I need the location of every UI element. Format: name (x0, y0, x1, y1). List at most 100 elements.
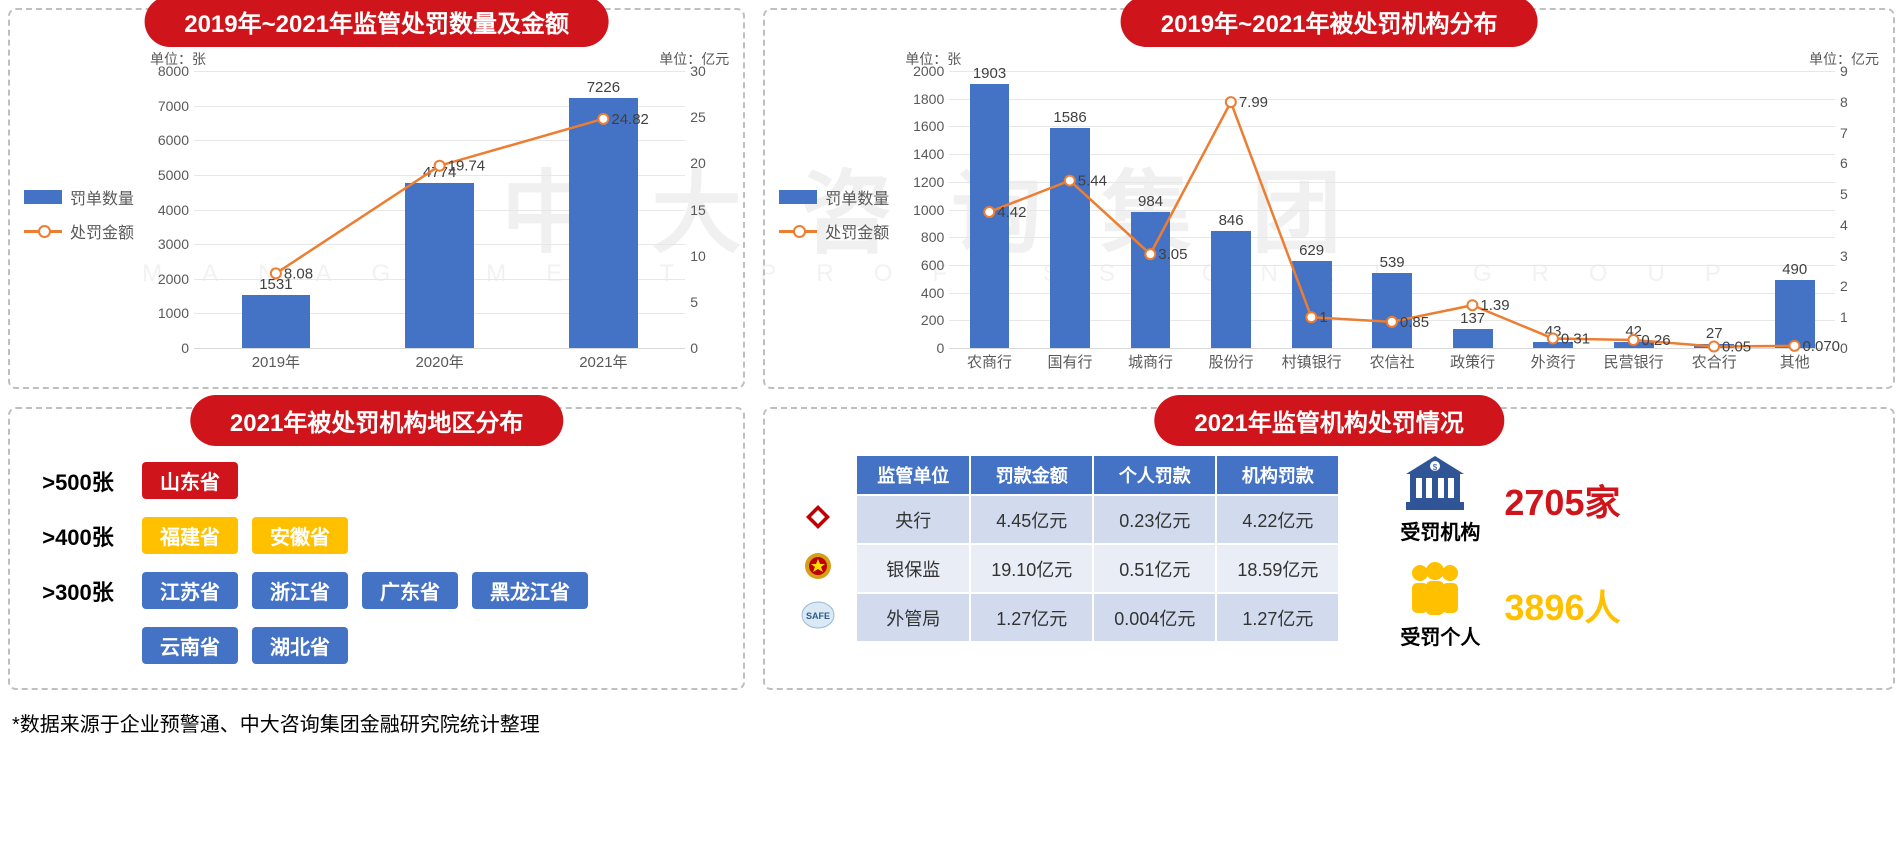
ytick-right: 5 (690, 294, 735, 310)
svg-text:7.99: 7.99 (1239, 94, 1268, 111)
region-row: >300张江苏省浙江省广东省黑龙江省 (28, 572, 725, 609)
panel-table: 2021年监管机构处罚情况 监管单位罚款金额个人罚款机构罚款 央行4.45亿元0… (763, 407, 1895, 690)
legend-bar-label: 罚单数量 (825, 185, 889, 209)
province-tag: 广东省 (362, 572, 458, 609)
ytick-right: 5 (1840, 186, 1885, 202)
svg-text:1: 1 (1320, 309, 1328, 326)
table-cell: 19.10亿元 (970, 544, 1093, 593)
svg-text:0.05: 0.05 (1722, 338, 1751, 355)
footnote: *数据来源于企业预警通、中大咨询集团金融研究院统计整理 (8, 708, 1895, 737)
panel-regions: 2021年被处罚机构地区分布 >500张山东省>400张福建省安徽省>300张江… (8, 407, 745, 690)
table-cell: 0.004亿元 (1093, 593, 1216, 642)
stat-label: 受罚机构 (1400, 516, 1480, 545)
svg-text:8.08: 8.08 (284, 265, 313, 282)
line-overlay: 8.0819.7424.82 (194, 71, 685, 348)
table-cell: 外管局 (856, 593, 970, 642)
province-tag: 山东省 (142, 462, 238, 499)
stat-value: 2705家 (1504, 474, 1620, 526)
table-cell: 0.51亿元 (1093, 544, 1216, 593)
ytick-left: 200 (899, 312, 944, 328)
svg-text:0.85: 0.85 (1400, 314, 1429, 331)
svg-text:3.05: 3.05 (1159, 246, 1188, 263)
ytick-left: 0 (899, 340, 944, 356)
ytick-left: 1000 (899, 202, 944, 218)
province-tag: 江苏省 (142, 572, 238, 609)
ytick-right: 15 (690, 202, 735, 218)
ytick-right: 7 (1840, 125, 1885, 141)
ytick-right: 25 (690, 109, 735, 125)
province-tag: 浙江省 (252, 572, 348, 609)
svg-text:5.44: 5.44 (1078, 173, 1107, 190)
ytick-right: 6 (1840, 155, 1885, 171)
regulator-icon: SAFE (780, 593, 856, 642)
ytick-left: 1000 (144, 305, 189, 321)
ytick-left: 800 (899, 229, 944, 245)
table-header: 监管单位 (856, 455, 970, 495)
regions-title: 2021年被处罚机构地区分布 (190, 395, 563, 446)
stat-value: 3896人 (1504, 579, 1620, 631)
table-header: 个人罚款 (1093, 455, 1216, 495)
region-threshold: >400张 (28, 520, 128, 552)
table-cell: 4.45亿元 (970, 495, 1093, 544)
table-row: SAFE外管局1.27亿元0.004亿元1.27亿元 (780, 593, 1339, 642)
table-cell: 银保监 (856, 544, 970, 593)
regulator-icon (780, 544, 856, 593)
ytick-left: 6000 (144, 132, 189, 148)
svg-text:19.74: 19.74 (448, 158, 486, 175)
ytick-left: 8000 (144, 63, 189, 79)
xtick: 农商行 (967, 351, 1012, 372)
region-row: >400张福建省安徽省 (28, 517, 725, 554)
ytick-right: 4 (1840, 217, 1885, 233)
xtick: 农信社 (1370, 351, 1415, 372)
province-tag: 福建省 (142, 517, 238, 554)
svg-text:0.070: 0.070 (1803, 338, 1841, 355)
stat-label: 受罚个人 (1400, 621, 1480, 650)
table-cell: 央行 (856, 495, 970, 544)
svg-text:0.26: 0.26 (1642, 332, 1671, 349)
xtick: 政策行 (1450, 351, 1495, 372)
xtick: 国有行 (1048, 351, 1093, 372)
penalty-table: 监管单位罚款金额个人罚款机构罚款 央行4.45亿元0.23亿元4.22亿元银保监… (779, 454, 1340, 643)
chart1-title: 2019年~2021年监管处罚数量及金额 (144, 0, 609, 47)
ytick-right: 3 (1840, 248, 1885, 264)
stat-row: $ 受罚机构 2705家 (1400, 454, 1620, 545)
ytick-right: 9 (1840, 63, 1885, 79)
table-row: 银保监19.10亿元0.51亿元18.59亿元 (780, 544, 1339, 593)
region-row: >500张山东省 (28, 462, 725, 499)
ytick-left: 7000 (144, 98, 189, 114)
xtick: 2021年 (579, 351, 627, 372)
regulator-icon (780, 495, 856, 544)
ytick-right: 30 (690, 63, 735, 79)
xtick: 2020年 (415, 351, 463, 372)
table-row: 央行4.45亿元0.23亿元4.22亿元 (780, 495, 1339, 544)
chart1-legend: 罚单数量 处罚金额 (18, 185, 134, 243)
xtick: 股份行 (1209, 351, 1254, 372)
table-title: 2021年监管机构处罚情况 (1154, 395, 1503, 446)
svg-text:$: $ (1433, 463, 1438, 472)
chart2-legend: 罚单数量 处罚金额 (773, 185, 889, 243)
legend-line-label: 处罚金额 (825, 219, 889, 243)
svg-text:4.42: 4.42 (998, 204, 1027, 221)
xtick: 城商行 (1128, 351, 1173, 372)
ytick-left: 600 (899, 257, 944, 273)
ytick-right: 1 (1840, 309, 1885, 325)
ytick-right: 10 (690, 248, 735, 264)
ytick-left: 5000 (144, 167, 189, 183)
table-cell: 0.23亿元 (1093, 495, 1216, 544)
xtick: 村镇银行 (1282, 351, 1342, 372)
province-tag: 安徽省 (252, 517, 348, 554)
table-cell: 1.27亿元 (970, 593, 1093, 642)
legend-bar-label: 罚单数量 (70, 185, 134, 209)
stat-row: 受罚个人 3896人 (1400, 559, 1620, 650)
region-threshold: >500张 (28, 465, 128, 497)
ytick-left: 2000 (899, 63, 944, 79)
ytick-left: 2000 (144, 271, 189, 287)
ytick-right: 0 (1840, 340, 1885, 356)
ytick-left: 4000 (144, 202, 189, 218)
ytick-right: 8 (1840, 94, 1885, 110)
ytick-left: 1400 (899, 146, 944, 162)
ytick-right: 2 (1840, 278, 1885, 294)
ytick-left: 1800 (899, 91, 944, 107)
table-header: 机构罚款 (1216, 455, 1339, 495)
ytick-left: 0 (144, 340, 189, 356)
